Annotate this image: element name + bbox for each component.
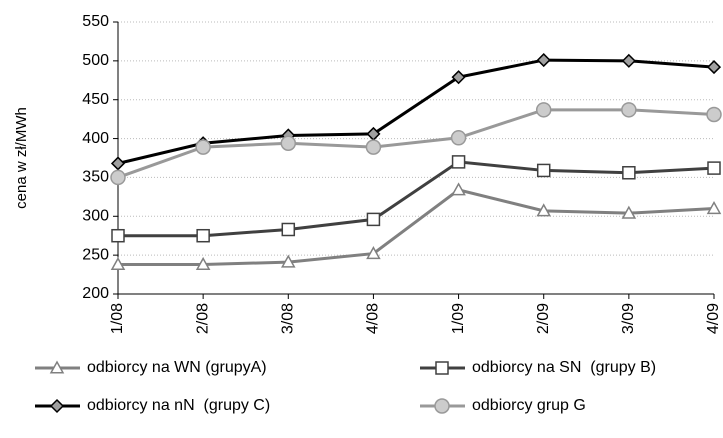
- marker: [451, 182, 466, 196]
- y-tick-label: 550: [82, 13, 109, 30]
- marker: [621, 53, 636, 68]
- y-tick-label: 300: [82, 208, 109, 225]
- x-tick-label: 1/09: [450, 303, 467, 334]
- marker: [365, 139, 382, 155]
- marker: [706, 60, 722, 75]
- legend-label: odbiorcy na WN (grupyA): [87, 359, 267, 376]
- y-tick-label: 250: [82, 246, 109, 263]
- legend-label: odbiorcy na nN (grupy C): [87, 397, 270, 414]
- x-tick-label: 4/08: [365, 303, 382, 334]
- legend-marker: [434, 398, 450, 414]
- marker: [195, 256, 211, 271]
- y-tick-label: 200: [82, 285, 109, 302]
- marker: [366, 212, 381, 227]
- marker: [536, 203, 551, 217]
- legend-marker: [49, 360, 65, 374]
- legend-marker: [49, 398, 65, 414]
- marker: [621, 205, 637, 219]
- x-tick-label: 3/09: [620, 303, 637, 334]
- marker: [110, 156, 126, 171]
- y-tick-label: 450: [82, 91, 109, 108]
- series-line: [118, 160, 715, 238]
- x-tick-label: 2/08: [194, 303, 211, 334]
- y-tick-label: 350: [82, 169, 109, 186]
- marker: [280, 135, 297, 151]
- marker: [450, 130, 467, 146]
- marker: [111, 228, 125, 243]
- marker: [707, 161, 721, 175]
- marker: [110, 169, 126, 186]
- y-tick-label: 500: [82, 52, 109, 69]
- x-tick-label: 2/09: [535, 303, 552, 334]
- marker: [451, 155, 466, 169]
- x-tick-label: 1/08: [109, 303, 126, 334]
- marker: [110, 256, 126, 271]
- legend-marker: [435, 361, 449, 375]
- y-axis-title: cena w zł/MWh: [13, 107, 30, 209]
- series-line: [118, 188, 715, 266]
- marker: [281, 222, 296, 237]
- series-line: [117, 108, 715, 179]
- x-tick-label: 4/09: [705, 303, 722, 334]
- marker: [281, 254, 296, 268]
- marker: [622, 166, 636, 180]
- marker: [535, 102, 552, 118]
- marker: [366, 246, 381, 260]
- marker: [196, 228, 210, 243]
- y-tick-label: 400: [82, 130, 109, 147]
- marker: [706, 106, 722, 123]
- series-line: [117, 58, 715, 165]
- marker: [536, 53, 551, 68]
- marker: [536, 163, 551, 178]
- x-tick-label: 3/08: [280, 303, 297, 334]
- marker: [451, 70, 466, 85]
- legend-label: odbiorcy na SN (grupy B): [472, 359, 656, 376]
- marker: [195, 139, 211, 155]
- marker: [706, 200, 722, 215]
- legend-label: odbiorcy grup G: [472, 397, 586, 414]
- marker: [621, 102, 637, 118]
